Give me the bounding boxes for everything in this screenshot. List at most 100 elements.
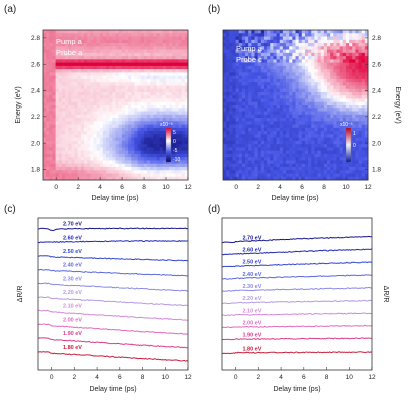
- heatmap-b-cell: [358, 65, 363, 70]
- heatmap-a-cell: [181, 72, 186, 77]
- heatmap-b-cell: [226, 52, 230, 57]
- heatmap-b-cell: [295, 101, 300, 106]
- heatmap-a-cell: [128, 88, 132, 93]
- heatmap-b-cell: [308, 140, 312, 145]
- heatmap-a-cell: [80, 166, 85, 171]
- xtick-label-d-3: 6: [302, 374, 306, 381]
- heatmap-a-cell: [68, 108, 72, 112]
- heatmap-a-cell: [156, 62, 161, 67]
- xlabel-d: Delay time (ps): [273, 386, 320, 393]
- heatmap-a-cell: [162, 121, 167, 125]
- axes-a: 0 2 4 6 8 10 121.82.02.22.42.62.8: [31, 35, 192, 191]
- heatmap-a-cell: [115, 88, 120, 93]
- heatmap-b-cell: [314, 160, 318, 165]
- heatmap-a-cell: [115, 124, 120, 129]
- heatmap-b-cell: [295, 147, 300, 152]
- heatmap-b-cell: [333, 111, 337, 116]
- heatmap-a-cell: [46, 95, 50, 99]
- heatmap-a-cell: [147, 118, 151, 122]
- heatmap-b-cell: [336, 147, 341, 152]
- heatmap-b-cell: [333, 52, 337, 57]
- heatmap-a-cell: [128, 144, 132, 148]
- heatmap-a-cell: [137, 153, 142, 158]
- heatmap-b-cell: [308, 36, 312, 41]
- heatmap-a-cell: [74, 91, 79, 96]
- heatmap-a-cell: [61, 72, 66, 77]
- xtick-label-d-0: 0: [234, 374, 238, 381]
- heatmap-a-cell: [165, 65, 170, 70]
- heatmap-a-cell: [150, 157, 154, 161]
- heatmap-b-cell: [257, 127, 262, 132]
- heatmap-b-cell: [339, 69, 344, 73]
- heatmap-a-cell: [106, 95, 110, 99]
- heatmap-a-cell: [83, 160, 88, 165]
- heatmap-a-cell: [137, 33, 142, 37]
- heatmap-a-cell: [102, 49, 107, 54]
- series-label-c-7: 2.00 eV: [63, 317, 82, 323]
- heatmap-a-cell: [77, 176, 82, 181]
- heatmap-a-cell: [46, 105, 50, 109]
- heatmap-a-cell: [175, 147, 179, 152]
- heatmap-a-cell: [58, 173, 63, 178]
- heatmap-a-cell: [106, 153, 110, 158]
- heatmap-b-cell: [364, 134, 369, 139]
- heatmap-b-cell: [298, 33, 303, 37]
- heatmap-a-cell: [150, 88, 154, 93]
- heatmap-a-cell: [106, 170, 110, 174]
- heatmap-a-cell: [153, 173, 157, 178]
- heatmap-b-cell: [364, 105, 369, 109]
- heatmap-a-cell: [175, 75, 179, 80]
- heatmap-a-cell: [134, 124, 138, 129]
- heatmap-b-cell: [286, 65, 290, 70]
- heatmap-a-cell: [147, 82, 151, 86]
- heatmap-b-cell: [301, 160, 306, 165]
- heatmap-a-cell: [181, 62, 186, 67]
- heatmap-b-cell: [304, 157, 309, 161]
- heatmap-b-cell: [314, 30, 318, 34]
- heatmap-b-cell: [257, 121, 262, 125]
- heatmap-a-cell: [165, 36, 170, 41]
- heatmap-a-cell: [43, 127, 47, 132]
- heatmap-b-cell: [352, 163, 356, 168]
- heatmap-a-cell: [143, 173, 148, 178]
- heatmap-a-cell: [90, 137, 94, 142]
- heatmap-a-cell: [74, 140, 79, 145]
- heatmap-b-cell: [301, 140, 306, 145]
- heatmap-b-cell: [364, 170, 369, 174]
- heatmap-b-cell: [345, 105, 350, 109]
- heatmap-b-cell: [245, 137, 249, 142]
- heatmap-b-cell: [320, 91, 325, 96]
- heatmap-a-cell: [184, 95, 189, 99]
- heatmap-b-cell: [339, 88, 344, 93]
- heatmap-a-cell: [49, 43, 53, 47]
- heatmap-b-cell: [270, 85, 274, 90]
- heatmap-a-cell: [159, 118, 164, 122]
- heatmap-a-cell: [137, 166, 142, 171]
- heatmap-a-cell: [93, 36, 97, 41]
- heatmap-a-cell: [65, 118, 69, 122]
- heatmap-b-cell: [361, 108, 366, 112]
- heatmap-b-cell: [327, 170, 331, 174]
- heatmap-a-cell: [55, 160, 60, 165]
- heatmap-a-cell: [140, 46, 145, 50]
- heatmap-b-cell: [248, 144, 252, 148]
- ylabel-d: ΔR/R: [382, 286, 389, 303]
- heatmap-a-cell: [49, 91, 53, 96]
- heatmap-a-cell: [77, 173, 82, 178]
- heatmap-a-cell: [128, 140, 132, 145]
- heatmap-a-cell: [83, 30, 88, 34]
- heatmap-a-cell: [121, 98, 126, 103]
- heatmap-b-cell: [330, 111, 334, 116]
- heatmap-b-cell: [229, 98, 233, 103]
- heatmap-a-cell: [181, 33, 186, 37]
- heatmap-b-cell: [330, 101, 334, 106]
- heatmap-a-cell: [96, 157, 101, 161]
- heatmap-a-cell: [99, 118, 104, 122]
- heatmap-a-cell: [131, 46, 135, 50]
- heatmap-b-cell: [358, 78, 363, 83]
- heatmap-b-cell: [263, 108, 268, 112]
- heatmap-a-cell: [71, 163, 75, 168]
- heatmap-b-cell: [279, 134, 284, 139]
- heatmap-b-cell: [298, 140, 303, 145]
- heatmap-a-cell: [61, 75, 66, 80]
